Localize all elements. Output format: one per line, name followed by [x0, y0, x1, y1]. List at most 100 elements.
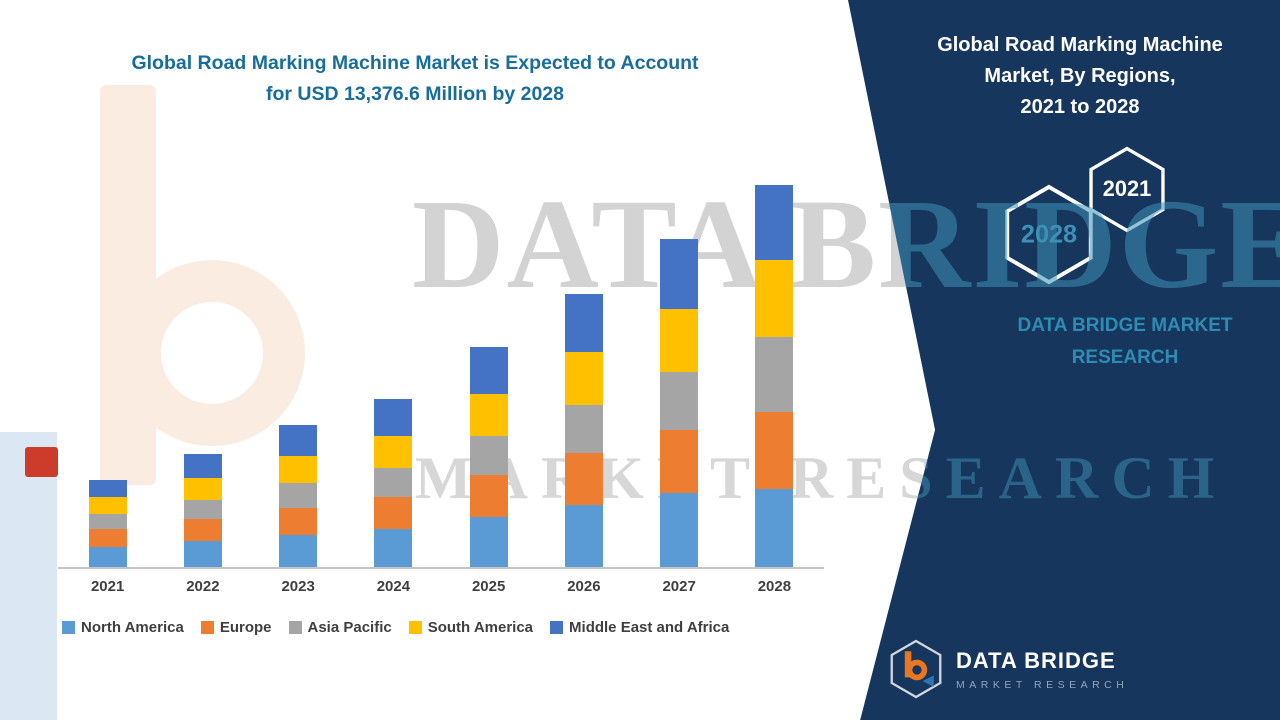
x-axis-label: 2024: [376, 578, 411, 595]
legend-swatch: [550, 621, 564, 634]
bar-segment: [88, 547, 127, 567]
stacked-bar: [183, 454, 222, 567]
x-axis-labels: 2021 2022 2023 2024 2025 2026 2027 2028: [60, 578, 822, 595]
watermark-line1-teal: DATA BRIDGE: [412, 173, 1280, 315]
side-panel-heading-line2: Market, By Regions,: [984, 65, 1176, 87]
side-panel-heading-line1: Global Road Marking Machine: [937, 34, 1223, 56]
bar-segment: [279, 456, 318, 483]
bar-segment: [374, 468, 413, 497]
bar-segment: [469, 517, 508, 567]
footer-logo-tagline: MARKET RESEARCH: [956, 678, 1129, 691]
bar-column-2026: [536, 167, 631, 567]
bar-segment: [279, 535, 318, 567]
stacked-bar: [469, 347, 508, 567]
bar-segment: [660, 372, 699, 430]
legend-item: South America: [408, 619, 534, 636]
legend-label: South America: [427, 619, 534, 636]
bar-segment: [564, 352, 603, 405]
brand-b-watermark-icon: [100, 85, 305, 485]
stacked-bar: [660, 239, 699, 567]
hexagon-2028-icon: 2028: [1005, 184, 1093, 285]
bar-segment: [183, 454, 222, 478]
side-panel-heading-line3: 2021 to 2028: [1020, 96, 1140, 118]
x-axis-label: 2028: [757, 578, 792, 595]
decorative-red-dot: [25, 447, 58, 477]
bar-segment: [183, 541, 222, 567]
bar-segment: [564, 294, 603, 352]
chart-legend: North America Europe Asia Pacific South Ame…: [62, 619, 852, 636]
stacked-bar: [755, 184, 794, 567]
bar-segment: [755, 184, 794, 260]
bar-segment: [660, 430, 699, 493]
chart-title: Global Road Marking Machine Market is Ex…: [70, 48, 760, 110]
legend-label: Middle East and Africa: [569, 619, 730, 636]
hexagon-2021-label: 2021: [1103, 176, 1151, 201]
legend-item: North America: [62, 619, 184, 636]
bar-segment: [564, 405, 603, 453]
brand-text-line1: DATA BRIDGE MARKET: [1017, 315, 1233, 336]
legend-swatch: [200, 621, 214, 634]
x-axis-label: 2021: [90, 578, 125, 595]
bar-segment: [469, 347, 508, 394]
bar-segment: [183, 478, 222, 500]
stacked-bar: [564, 294, 603, 567]
stacked-bar: [279, 425, 318, 567]
side-panel-heading: Global Road Marking Machine Market, By R…: [900, 30, 1260, 123]
hexagon-2021-icon: 2021: [1089, 146, 1165, 233]
x-axis-label: 2025: [471, 578, 506, 595]
bar-column-2021: [60, 167, 155, 567]
brand-text: DATA BRIDGE MARKET RESEARCH: [990, 310, 1260, 374]
bar-segment: [755, 412, 794, 489]
chart-title-line2: for USD 13,376.6 Million by 2028: [265, 83, 565, 105]
bar-segment: [374, 529, 413, 567]
bar-segment: [88, 497, 127, 514]
bar-segment: [279, 483, 318, 508]
legend-swatch: [62, 621, 75, 634]
bar-segment: [660, 493, 699, 567]
brand-text-line2: RESEARCH: [1071, 347, 1179, 368]
bar-segment: [279, 425, 318, 456]
legend-item: Europe: [200, 619, 272, 636]
bar-segment: [88, 514, 127, 529]
bar-segment: [564, 505, 603, 567]
stacked-bar: [88, 480, 127, 567]
x-axis-label: 2027: [662, 578, 696, 595]
bar-segment: [755, 489, 794, 567]
x-axis-label: 2022: [186, 578, 220, 595]
bar-column-2027: [632, 167, 727, 567]
hexagon-2028-label: 2028: [1021, 220, 1077, 248]
bar-segment: [88, 480, 127, 497]
bar-segment: [755, 260, 794, 337]
footer-logo-hexagon-icon: [890, 639, 942, 699]
bar-segment: [88, 529, 127, 547]
bar-column-2023: [251, 167, 346, 567]
bar-column-2024: [346, 167, 441, 567]
x-axis-label: 2023: [281, 578, 315, 595]
bar-segment: [564, 453, 603, 505]
stacked-bar: [374, 399, 413, 567]
footer-logo-text: DATA BRIDGE MARKET RESEARCH: [956, 648, 1128, 691]
legend-swatch: [288, 621, 302, 634]
bar-segment: [279, 508, 318, 535]
bar-column-2025: [441, 167, 536, 567]
legend-label: Asia Pacific: [307, 619, 392, 636]
footer-logo-name: DATA BRIDGE: [956, 647, 1116, 673]
bar-segment: [469, 394, 508, 436]
plot-area: [60, 167, 822, 567]
legend-item: Asia Pacific: [288, 619, 392, 636]
legend-swatch: [408, 621, 422, 634]
bar-segment: [660, 309, 699, 372]
bar-segment: [183, 500, 222, 519]
bar-segment: [374, 436, 413, 468]
legend-label: Europe: [219, 619, 272, 636]
bar-segment: [755, 337, 794, 412]
chart-title-line1: Global Road Marking Machine Market is Ex…: [131, 52, 699, 74]
bar-segment: [469, 436, 508, 475]
bar-segment: [183, 519, 222, 541]
legend-item: Middle East and Africa: [550, 619, 729, 636]
bar-column-2028: [727, 167, 822, 567]
x-axis-label: 2026: [567, 578, 601, 595]
x-axis-line: [58, 567, 824, 569]
bar-column-2022: [155, 167, 250, 567]
bar-segment: [374, 399, 413, 436]
